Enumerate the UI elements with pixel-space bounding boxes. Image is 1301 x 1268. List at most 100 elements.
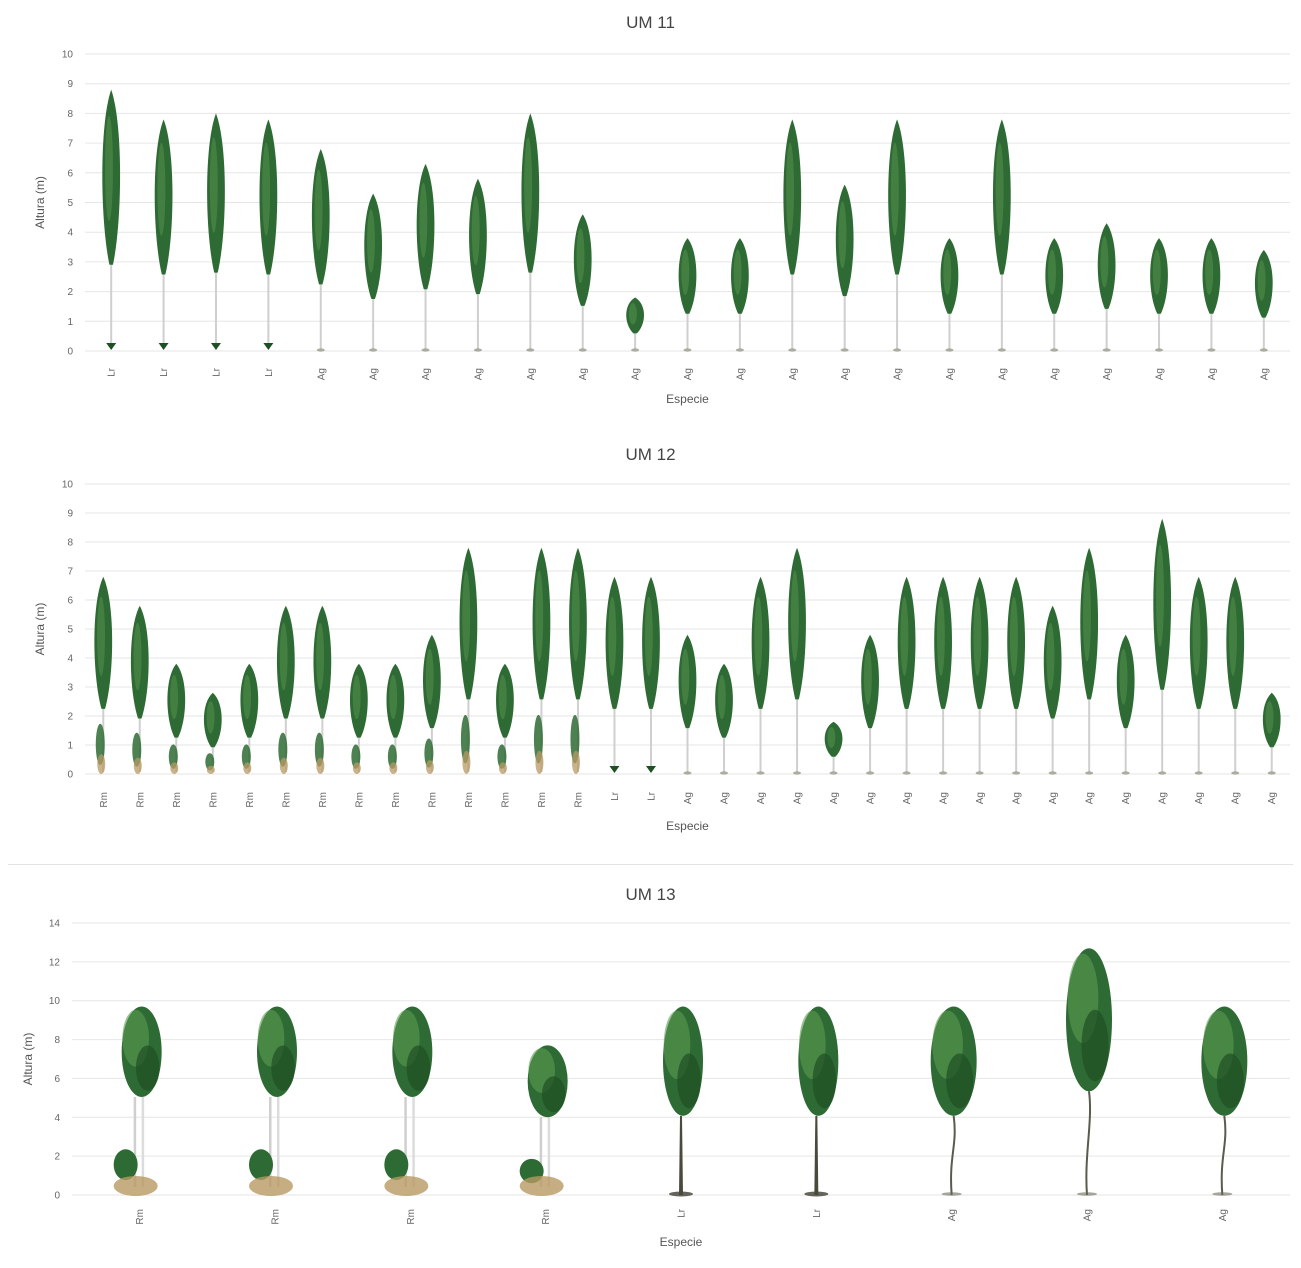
tree-mark xyxy=(1097,223,1116,352)
tree-crown xyxy=(349,663,368,738)
x-tick-label: Ag xyxy=(1050,368,1061,380)
x-tick-label: Ag xyxy=(1085,792,1096,804)
tree-crown xyxy=(626,297,644,334)
tree-mark xyxy=(678,238,697,352)
x-tick-label: Rm xyxy=(354,792,365,808)
x-tick-label: Ag xyxy=(683,792,694,804)
tree-crown-highlight xyxy=(827,727,836,749)
tree-trunk xyxy=(1197,704,1200,772)
tree-trunk xyxy=(547,1117,551,1187)
tree-crown xyxy=(715,663,733,738)
tree-crown-highlight xyxy=(1083,570,1091,662)
y-tick-label: 6 xyxy=(67,168,73,179)
tree-base xyxy=(645,766,656,773)
tree-base xyxy=(210,343,221,350)
y-tick-label: 1 xyxy=(67,741,73,752)
chart-title: UM 11 xyxy=(626,13,675,32)
tree-base xyxy=(526,348,535,352)
tree-crown xyxy=(521,113,540,273)
tree-base xyxy=(1050,348,1059,352)
y-tick-label: 4 xyxy=(54,1113,60,1124)
understory-shrub xyxy=(249,1176,293,1196)
tree-crown-highlight xyxy=(681,648,690,705)
understory-crown xyxy=(278,732,288,767)
tree-crown xyxy=(678,238,697,314)
tree-base xyxy=(1158,771,1167,775)
y-tick-label: 5 xyxy=(67,625,73,636)
x-tick-label: Ag xyxy=(947,1209,958,1221)
understory-crown xyxy=(387,744,397,769)
x-tick-label: Ag xyxy=(756,792,767,804)
tree-mark xyxy=(167,663,186,774)
tree-base xyxy=(1048,771,1057,775)
y-tick-label: 9 xyxy=(67,79,73,90)
tree-trunk xyxy=(759,704,762,772)
tree-crown xyxy=(731,238,749,314)
tree-crown-highlight xyxy=(995,142,1004,236)
tree-base xyxy=(609,766,620,773)
x-tick-label: Ag xyxy=(1121,792,1132,804)
tree-trunk xyxy=(950,1115,956,1196)
tree-crown-highlight xyxy=(157,142,166,236)
understory-crown xyxy=(113,1149,138,1181)
tree-trunk xyxy=(791,270,794,349)
tree-mark xyxy=(605,576,624,773)
understory-crown xyxy=(95,723,105,766)
understory-shrub xyxy=(352,762,361,774)
y-tick-label: 10 xyxy=(49,996,61,1007)
tree-crown-highlight xyxy=(1205,249,1214,295)
tree-crown xyxy=(824,721,843,757)
chart-um12: UM 12 0 1 2 3 4 5 6 7 8 9 10 Altura (m) Especie Rm Rm Rm… xyxy=(33,445,1290,833)
tree-mark xyxy=(930,1006,977,1196)
tree-trunk xyxy=(948,309,951,349)
tree-crown-highlight xyxy=(890,142,899,236)
tree-trunk xyxy=(110,260,113,349)
y-tick-label: 8 xyxy=(54,1035,60,1046)
tree-crown xyxy=(207,113,225,273)
tree-crown xyxy=(569,547,587,700)
x-tick-label: Rm xyxy=(391,792,402,808)
tree-trunk xyxy=(613,704,616,772)
x-tick-label: Rm xyxy=(271,1209,282,1225)
tree-trunk xyxy=(686,309,689,349)
tree-crown-highlight xyxy=(644,596,653,676)
chart-title: UM 12 xyxy=(625,445,675,464)
tree-crown xyxy=(1202,238,1221,314)
tree-mark xyxy=(1201,1006,1248,1196)
tree-trunk xyxy=(1210,309,1213,349)
tree-trunk xyxy=(634,329,637,349)
tree-trunk xyxy=(141,1097,145,1187)
tree-base xyxy=(720,771,729,775)
tree-mark xyxy=(888,119,906,352)
tree-crown xyxy=(1116,634,1135,729)
tree-mark xyxy=(1150,238,1168,352)
tree-trunk xyxy=(738,309,741,349)
understory-crown xyxy=(205,753,215,771)
tree-crown xyxy=(751,576,770,709)
x-tick-label: Ag xyxy=(975,792,986,804)
x-tick-label: Ag xyxy=(997,368,1008,380)
tree-crown xyxy=(992,119,1011,275)
tree-crown-shade xyxy=(1216,1053,1244,1109)
tree-trunk xyxy=(424,285,427,349)
y-axis-label: Altura (m) xyxy=(33,176,47,229)
x-tick-label: Rm xyxy=(573,792,584,808)
tree-trunk xyxy=(162,270,165,349)
tree-mark xyxy=(259,119,278,350)
tree-base xyxy=(1012,771,1021,775)
tree-mark xyxy=(313,605,332,774)
tree-crown xyxy=(311,149,330,285)
tree-mark xyxy=(992,119,1011,352)
y-tick-label: 7 xyxy=(67,567,73,578)
tree-crown xyxy=(423,634,441,729)
tree-crown-highlight xyxy=(790,570,799,662)
tree-trunk xyxy=(476,290,479,349)
tree-mark xyxy=(642,576,660,773)
tree-mark xyxy=(469,178,487,352)
x-tick-label: Ag xyxy=(1231,792,1242,804)
tree-crown-highlight xyxy=(314,169,323,251)
x-tick-label: Ag xyxy=(939,792,950,804)
tree-base xyxy=(683,348,692,352)
tree-trunk xyxy=(1000,270,1003,349)
understory-shrub xyxy=(571,750,580,774)
